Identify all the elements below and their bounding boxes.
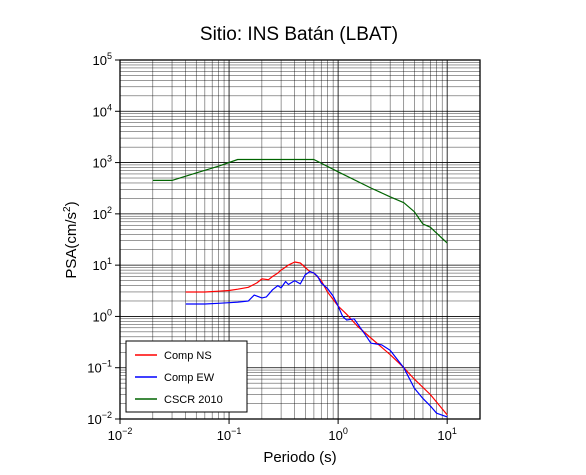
y-tick-label: 103 <box>93 154 112 171</box>
axis-ticks: 10−2 10−1 100 101 10−2 10−1 100 101 102 103 104 105 <box>87 51 457 443</box>
y-tick-label: 105 <box>93 51 112 68</box>
y-tick-label: 102 <box>93 205 112 222</box>
y-axis-label-sup: 2 <box>62 206 73 212</box>
series-line-1 <box>185 261 448 416</box>
x-tick-label: 101 <box>437 426 456 443</box>
x-tick-label: 100 <box>328 426 347 443</box>
legend-label: Comp NS <box>164 350 212 362</box>
series-layer <box>152 158 448 418</box>
series-line-2 <box>185 271 448 418</box>
legend-label: Comp EW <box>164 372 215 384</box>
x-axis-label: Periodo (s) <box>263 449 336 466</box>
y-tick-label: 10−2 <box>87 410 112 427</box>
y-axis-label-base: PSA(cm/s <box>63 212 80 279</box>
legend-label: CSCR 2010 <box>164 394 223 406</box>
x-tick-label: 10−2 <box>108 426 133 443</box>
y-tick-label: 10−1 <box>87 359 112 376</box>
legend: Comp NS Comp EW CSCR 2010 <box>125 340 248 413</box>
y-axis-label: PSA(cm/s2) <box>62 201 80 278</box>
series-line-3 <box>152 158 448 244</box>
y-tick-label: 100 <box>93 307 112 324</box>
y-tick-label: 101 <box>93 256 112 273</box>
x-tick-label: 10−1 <box>217 426 242 443</box>
y-axis-label-end: ) <box>63 201 80 206</box>
plot-frame <box>119 59 481 420</box>
chart-title: Sitio: INS Batán (LBAT) <box>200 24 398 45</box>
grid-lines <box>119 59 481 420</box>
y-tick-label: 104 <box>93 102 112 119</box>
